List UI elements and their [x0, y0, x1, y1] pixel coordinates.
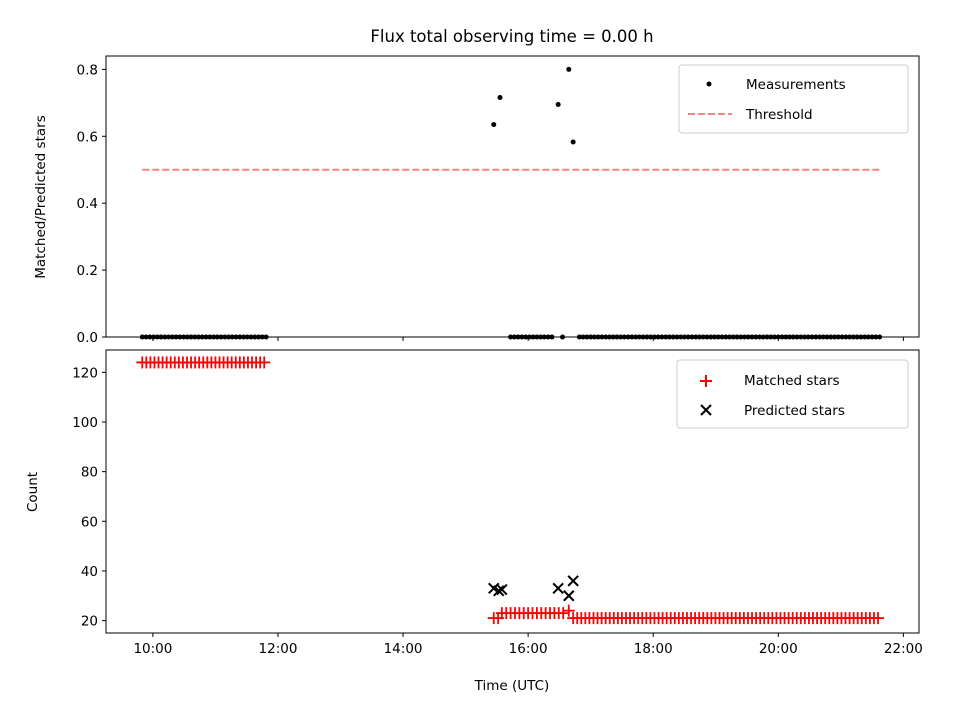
matched-star-point — [872, 612, 885, 625]
y-tick-label: 0.4 — [77, 196, 98, 212]
predicted-star-point — [493, 585, 505, 597]
predicted-star-point — [552, 582, 564, 595]
measurement-point — [555, 102, 561, 108]
bottom-axes-frame — [105, 349, 920, 634]
legend-predicted-marker — [700, 404, 712, 416]
bottom-panel: 20 40 60 80 100 120 10:00 12:00 14:00 16:00 18:00… — [25, 349, 923, 694]
legend-predicted-label: Predicted stars — [744, 403, 845, 419]
bottom-legend-box — [676, 359, 909, 429]
top-legend: Measurements Threshold — [678, 64, 909, 134]
x-axis-label: Time (UTC) — [474, 678, 550, 694]
x-tick-label: 10:00 — [133, 641, 172, 657]
y-tick-label: 120 — [72, 365, 98, 381]
top-y-ticks: 0.0 0.2 0.4 0.6 0.8 — [77, 62, 106, 346]
measurement-point — [497, 94, 503, 100]
top-y-axis-label: Matched/Predicted stars — [33, 115, 49, 278]
predicted-star-point — [496, 583, 508, 596]
y-tick-label: 60 — [81, 514, 98, 530]
y-tick-label: 0.0 — [77, 330, 98, 346]
y-tick-label: 0.6 — [77, 129, 98, 145]
top-axes-frame — [105, 55, 920, 338]
measurement-point — [566, 66, 572, 72]
y-tick-label: 20 — [81, 614, 98, 630]
measurement-point — [570, 139, 576, 145]
matched-star-point — [258, 356, 271, 369]
measurement-point — [491, 122, 497, 128]
matched-star-point — [557, 607, 570, 620]
predicted-star-point — [563, 590, 575, 602]
legend-measurements-label: Measurements — [746, 77, 846, 93]
x-tick-label: 18:00 — [634, 641, 673, 657]
x-tick-label: 22:00 — [884, 641, 923, 657]
bottom-legend: Matched stars Predicted stars — [676, 359, 909, 429]
x-tick-label: 16:00 — [509, 641, 548, 657]
bottom-y-axis-label: Count — [25, 472, 41, 512]
x-tick-label: 12:00 — [259, 641, 298, 657]
bottom-x-ticks: 10:00 12:00 14:00 16:00 18:00 20:00 22:00 — [133, 633, 923, 657]
top-legend-box — [678, 64, 909, 134]
y-tick-label: 0.8 — [77, 62, 98, 78]
chart-title: Flux total observing time = 0.00 h — [370, 27, 653, 46]
y-tick-label: 80 — [81, 465, 98, 481]
top-x-ticks — [152, 337, 904, 341]
y-tick-label: 0.2 — [77, 263, 98, 279]
matched-star-point — [562, 604, 575, 617]
predicted-star-point — [567, 575, 579, 587]
legend-measurements-marker — [706, 81, 712, 87]
legend-matched-marker — [700, 375, 712, 387]
bottom-plot-area — [136, 356, 885, 625]
legend-threshold-label: Threshold — [745, 107, 813, 123]
x-tick-label: 14:00 — [384, 641, 423, 657]
top-panel: 0.00.20.40.60.8 Matched/Predicted stars … — [33, 55, 920, 346]
y-tick-label: 100 — [72, 415, 98, 431]
x-tick-label: 20:00 — [759, 641, 798, 657]
y-tick-label: 40 — [81, 564, 98, 580]
bottom-y-ticks: 20 40 60 80 100 120 — [72, 365, 106, 630]
legend-matched-label: Matched stars — [744, 373, 840, 389]
